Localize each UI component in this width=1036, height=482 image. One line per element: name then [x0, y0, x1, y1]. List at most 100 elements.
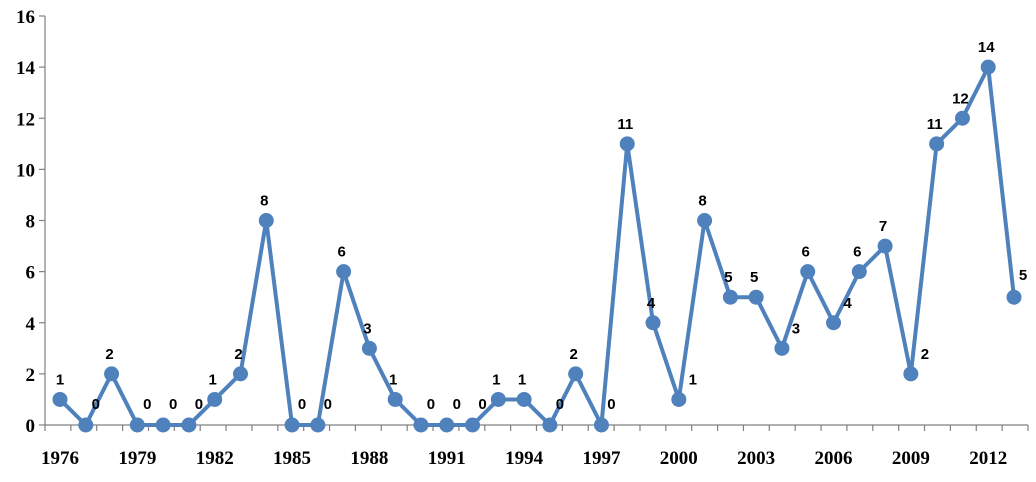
x-tick-label: 1991: [428, 448, 466, 469]
series-line: [58, 65, 1016, 427]
data-label: 0: [607, 396, 615, 413]
data-point: [258, 213, 274, 228]
data-label: 0: [478, 396, 486, 413]
x-tick-label: 1988: [350, 448, 388, 469]
y-tick-label: 10: [16, 160, 35, 181]
data-point: [722, 289, 738, 305]
data-point: [490, 391, 506, 407]
data-label: 0: [143, 396, 151, 413]
data-label: 4: [843, 295, 852, 312]
x-tick-label: 2009: [892, 448, 930, 469]
data-point: [181, 417, 197, 433]
data-label: 0: [556, 396, 564, 413]
data-label: 1: [689, 371, 697, 388]
x-axis-ticks: 1976 1979 1982 1985 1988 1991 1994 1997 2000 2003…: [41, 425, 1029, 469]
data-label: 8: [698, 193, 706, 210]
data-label: 1: [209, 371, 217, 388]
data-label: 0: [427, 396, 435, 413]
data-label: 8: [260, 193, 268, 210]
x-tick-label: 1979: [118, 448, 156, 469]
data-point: [980, 59, 996, 75]
data-label: 2: [570, 346, 578, 363]
data-label: 2: [234, 346, 242, 363]
data-point: [826, 315, 842, 331]
data-point: [748, 289, 764, 305]
data-point: [568, 366, 584, 382]
data-point: [413, 417, 429, 433]
x-tick-label: 1997: [582, 448, 621, 469]
data-point: [207, 391, 223, 407]
data-label: 11: [927, 116, 943, 133]
data-point: [78, 417, 94, 433]
data-point: [284, 417, 300, 433]
x-tick-label: 1985: [273, 448, 311, 469]
data-label: 6: [337, 244, 345, 261]
data-point: [361, 340, 377, 356]
x-tick-label: 1994: [505, 448, 544, 469]
y-tick-label: 12: [16, 109, 35, 130]
data-point: [516, 391, 532, 407]
data-point: [800, 264, 816, 280]
data-point: [645, 315, 661, 331]
data-label: 3: [363, 320, 371, 337]
data-point: [929, 136, 945, 152]
data-point: [310, 417, 326, 433]
data-label: 1: [518, 371, 526, 388]
data-label: 0: [453, 396, 461, 413]
data-point: [619, 136, 635, 152]
x-tick-label: 2003: [737, 448, 775, 469]
y-tick-label: 0: [26, 416, 36, 437]
data-label: 1: [56, 371, 64, 388]
x-tick-label: 2000: [660, 448, 698, 469]
data-label: 3: [792, 320, 800, 337]
y-tick-label: 6: [26, 263, 36, 284]
data-point: [593, 417, 609, 433]
x-tick-label: 2006: [815, 448, 853, 469]
data-point: [851, 264, 867, 280]
data-label: 0: [195, 396, 203, 413]
data-label: 2: [921, 346, 929, 363]
data-label: 5: [750, 269, 758, 286]
x-tick-label: 1976: [41, 448, 79, 469]
y-tick-label: 4: [26, 314, 36, 335]
data-label: 0: [169, 396, 177, 413]
y-tick-label: 14: [16, 58, 36, 79]
y-tick-label: 16: [16, 7, 35, 28]
data-label: 0: [298, 396, 306, 413]
data-point: [671, 391, 687, 407]
data-point: [877, 238, 893, 254]
data-point: [232, 366, 248, 382]
data-label: 0: [92, 396, 100, 413]
data-label: 12: [952, 90, 969, 107]
data-point: [542, 417, 558, 433]
x-tick-label: 1982: [196, 448, 234, 469]
data-point: [52, 391, 68, 407]
series-group: [52, 59, 1022, 433]
data-label: 6: [853, 244, 861, 261]
data-point: [104, 366, 120, 382]
data-point: [439, 417, 455, 433]
data-point: [697, 213, 713, 228]
data-point: [903, 366, 919, 382]
y-tick-label: 2: [26, 365, 36, 386]
data-label: 1: [492, 371, 500, 388]
data-label: 11: [617, 116, 633, 133]
data-point: [774, 340, 790, 356]
y-axis-ticks: 0 2 4 6 8 10 12 14 16: [16, 7, 45, 437]
data-label: 5: [1019, 267, 1027, 284]
data-point: [387, 391, 403, 407]
data-label: 0: [324, 396, 332, 413]
data-label: 7: [879, 218, 887, 235]
data-label: 4: [647, 295, 656, 312]
data-point: [155, 417, 171, 433]
y-tick-label: 8: [26, 212, 36, 233]
data-label: 2: [105, 346, 113, 363]
data-label: 6: [802, 244, 810, 261]
data-label: 5: [724, 269, 732, 286]
data-point: [336, 264, 352, 280]
data-label: 1: [389, 371, 397, 388]
data-point: [465, 417, 481, 433]
x-tick-label: 2012: [969, 448, 1007, 469]
